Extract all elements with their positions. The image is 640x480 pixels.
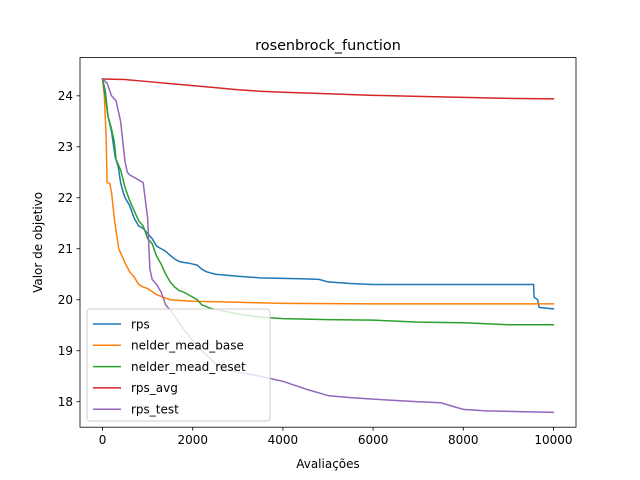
x-tick-label: 6000 — [358, 433, 389, 447]
x-tick-label: 0 — [99, 433, 107, 447]
series-line-nelder-mead-base — [101, 78, 555, 305]
series-line-nelder-mead-reset — [101, 78, 555, 326]
y-axis-ticks: 18 19 20 21 22 23 24 — [58, 89, 80, 409]
x-tick-label: 4000 — [268, 433, 299, 447]
legend-label: rps_test — [131, 403, 179, 417]
series-layer — [101, 77, 555, 414]
y-tick-label: 21 — [58, 242, 73, 256]
legend-label: nelder_mead_reset — [131, 360, 246, 374]
x-tick-label: 2000 — [177, 433, 208, 447]
legend-label: nelder_mead_base — [131, 339, 244, 353]
series-line-rps — [101, 78, 555, 310]
y-tick-label: 20 — [58, 293, 73, 307]
y-tick-label: 23 — [58, 140, 73, 154]
y-tick-label: 19 — [58, 344, 73, 358]
y-axis-label: Valor de objetivo — [31, 192, 45, 293]
legend: rps nelder_mead_base nelder_mead_reset rps_… — [86, 308, 271, 422]
y-tick-label: 18 — [58, 395, 73, 409]
legend-label: rps_avg — [131, 381, 178, 395]
legend-entries: rps nelder_mead_base nelder_mead_reset rps_… — [93, 317, 246, 417]
plot-frame — [79, 57, 577, 428]
x-tick-label: 8000 — [448, 433, 479, 447]
chart-title: rosenbrock_function — [255, 38, 401, 54]
x-axis-label: Avaliações — [296, 457, 360, 471]
legend-box — [86, 308, 271, 422]
y-tick-label: 22 — [58, 191, 73, 205]
legend-label: rps — [131, 317, 150, 331]
series-line-rps-avg — [101, 78, 555, 100]
x-tick-label: 10000 — [534, 433, 572, 447]
y-tick-label: 24 — [58, 89, 73, 103]
x-axis-ticks: 0 2000 4000 6000 8000 10000 — [99, 427, 573, 447]
